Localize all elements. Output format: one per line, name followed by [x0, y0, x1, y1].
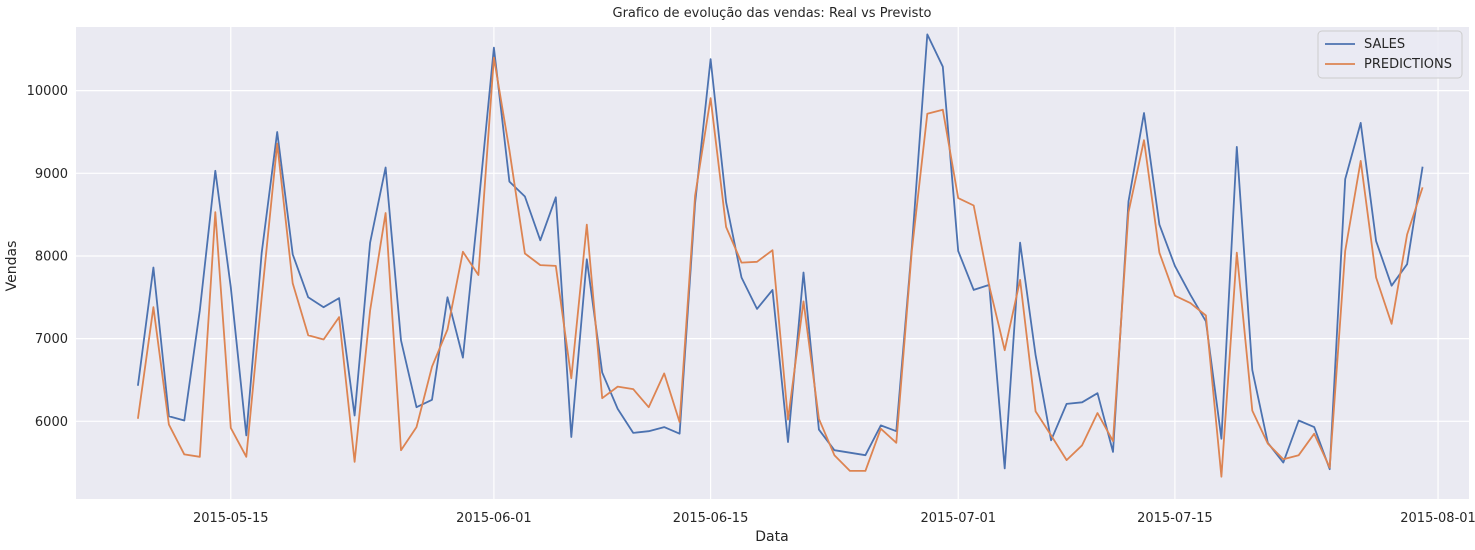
- x-gridlines: [230, 27, 1439, 499]
- y-tick-label: 10000: [27, 84, 68, 99]
- y-tick-label: 7000: [35, 332, 68, 347]
- x-tick-label: 2015-07-01: [920, 511, 996, 526]
- y-axis-label: Vendas: [4, 241, 20, 292]
- x-tick-label: 2015-07-15: [1137, 511, 1213, 526]
- legend-box: [1317, 30, 1463, 79]
- y-tick-label: 6000: [35, 415, 68, 430]
- y-tick-label: 9000: [35, 167, 68, 182]
- series-line-predictions: [137, 56, 1424, 478]
- x-axis-label: Data: [755, 529, 788, 545]
- y-tick-label: 8000: [35, 249, 68, 264]
- legend: SALES PREDICTIONS: [1317, 30, 1463, 79]
- x-tick-label: 2015-05-15: [193, 511, 269, 526]
- x-tick-labels: 2015-05-15 2015-06-01 2015-06-15 2015-07-01…: [193, 511, 1475, 526]
- y-tick-labels: 6000 7000 8000 9000 10000: [27, 84, 68, 430]
- chart-title: Grafico de evolução das vendas: Real vs …: [613, 6, 932, 21]
- series-lines: [137, 33, 1424, 478]
- legend-label-sales: SALES: [1364, 37, 1405, 52]
- legend-label-predictions: PREDICTIONS: [1364, 57, 1452, 72]
- x-tick-label: 2015-06-01: [456, 511, 532, 526]
- x-tick-label: 2015-06-15: [673, 511, 749, 526]
- x-tick-label: 2015-08-01: [1400, 511, 1475, 526]
